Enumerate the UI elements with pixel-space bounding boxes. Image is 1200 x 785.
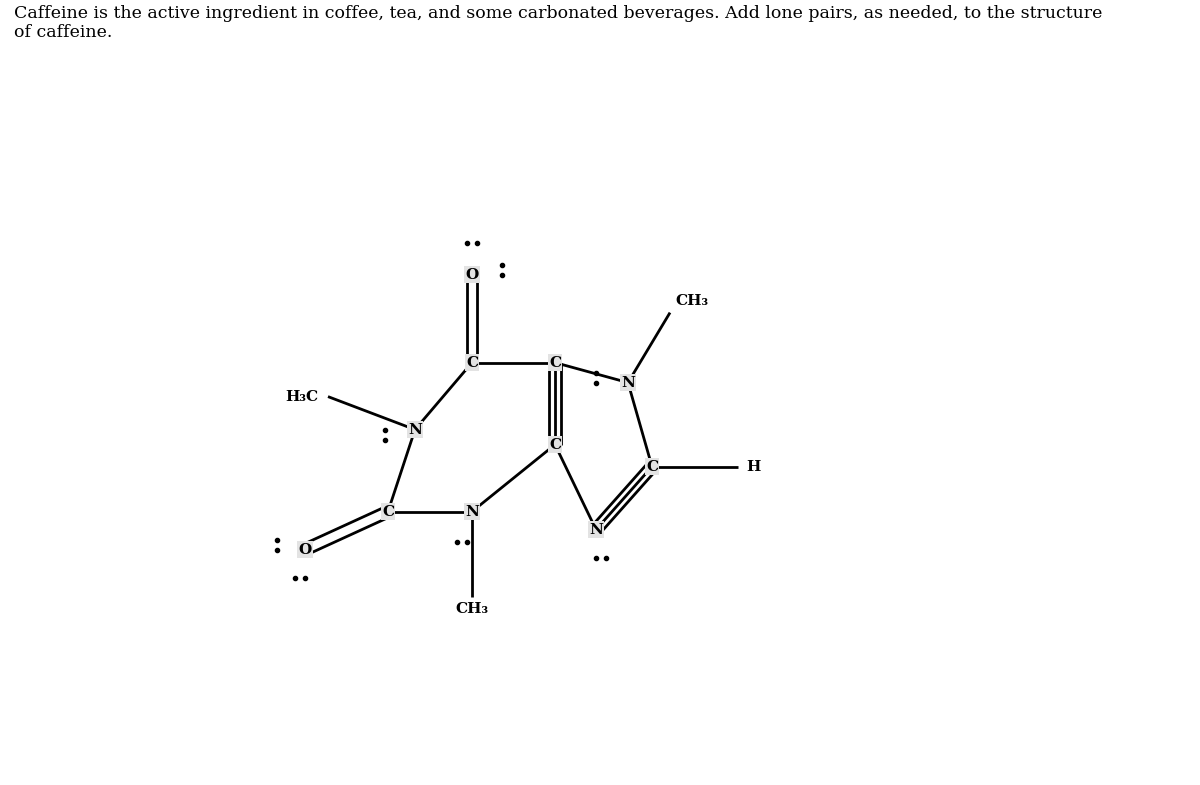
Text: CH₃: CH₃ — [674, 294, 708, 308]
Text: N: N — [622, 375, 635, 389]
Text: N: N — [466, 505, 479, 519]
Text: O: O — [466, 268, 479, 282]
Text: CH₃: CH₃ — [456, 601, 488, 615]
Text: C: C — [548, 356, 562, 370]
Text: N: N — [408, 422, 422, 436]
Text: H: H — [746, 459, 761, 473]
Text: O: O — [299, 542, 312, 557]
Text: C: C — [646, 459, 658, 473]
Text: C: C — [548, 437, 562, 451]
Text: C: C — [382, 505, 394, 519]
Text: C: C — [466, 356, 478, 370]
Text: H₃C: H₃C — [284, 389, 318, 403]
Text: N: N — [589, 523, 602, 537]
Text: Caffeine is the active ingredient in coffee, tea, and some carbonated beverages.: Caffeine is the active ingredient in cof… — [14, 5, 1103, 42]
